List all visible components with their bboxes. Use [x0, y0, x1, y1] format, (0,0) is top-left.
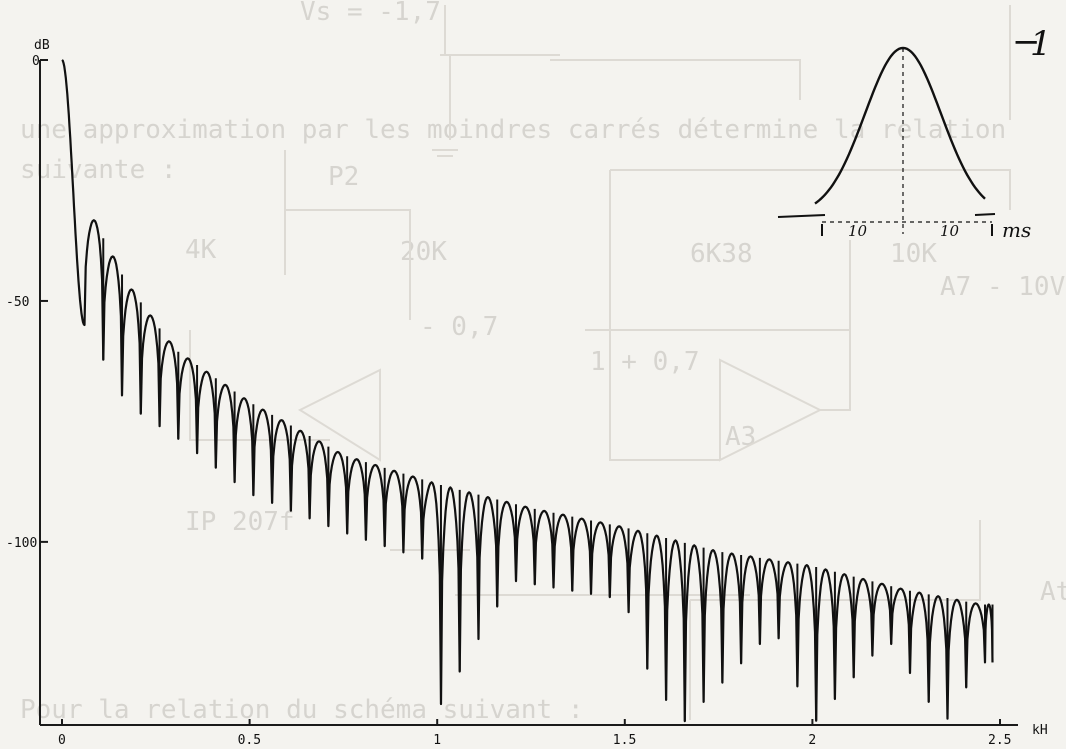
bleed-text: 10K — [890, 239, 937, 269]
x-tick-label: 0.5 — [238, 733, 261, 748]
bleed-text: Pour la relation du schéma suivant : — [20, 695, 584, 725]
axes: dB kH — [34, 38, 1048, 738]
x-tick-label: 2 — [808, 733, 816, 748]
bleed-text: 20K — [400, 237, 447, 267]
x-tick-label: 1.5 — [613, 733, 636, 748]
bleed-text: 6K38 — [690, 239, 753, 269]
bleed-text: P2 — [328, 162, 359, 192]
bleed-text: 4K — [185, 235, 217, 265]
spectrum-line — [61, 59, 994, 723]
bleed-text: A7 - 10V — [940, 272, 1065, 302]
background-bleed: Vs = -1,7 une approximation par les moin… — [20, 0, 1066, 725]
inset-figure-label: − — [1012, 22, 1041, 62]
x-tick-label: 1 — [433, 733, 441, 748]
x-tick-label: 0 — [58, 733, 66, 748]
y-tick-label: -100 — [6, 536, 37, 551]
inset-baseline — [777, 213, 996, 218]
bleed-text: suivante : — [20, 155, 177, 185]
bleed-text: 1 + 0,7 — [590, 347, 700, 377]
notches — [102, 238, 994, 722]
x-ticks: 0 0.5 1 1.5 2 2.5 — [58, 719, 1011, 748]
inset-pulse-plot: − 1 10 10 ms — [777, 22, 1052, 242]
x-unit-label: kH — [1032, 723, 1048, 738]
bleed-text: At — [1040, 577, 1066, 607]
bleed-text: - 0,7 — [420, 312, 498, 342]
inset-tick-label: 10 — [940, 222, 960, 240]
y-unit-label: dB — [34, 38, 50, 53]
bleed-text: Vs = -1,7 — [300, 0, 441, 27]
bleed-text: une approximation par les moindres carré… — [20, 115, 1006, 145]
x-tick-label: 2.5 — [988, 733, 1011, 748]
inset-tick-label: 10 — [848, 222, 868, 240]
y-ticks: 0 -50 -100 — [6, 54, 48, 551]
bleed-text: A3 — [725, 422, 756, 452]
inset-gaussian-curve — [814, 46, 986, 205]
y-tick-label: -50 — [6, 295, 29, 310]
bleed-text: IP 207f — [185, 507, 295, 537]
y-tick-label: 0 — [32, 54, 40, 69]
bleed-schematic — [189, 5, 1011, 720]
inset-figure-number: 1 — [1030, 24, 1052, 64]
inset-unit-label: ms — [1002, 218, 1031, 242]
